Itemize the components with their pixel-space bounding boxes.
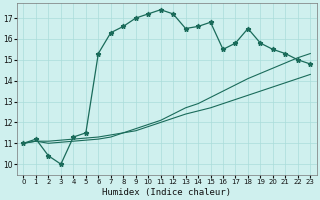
X-axis label: Humidex (Indice chaleur): Humidex (Indice chaleur) bbox=[102, 188, 231, 197]
